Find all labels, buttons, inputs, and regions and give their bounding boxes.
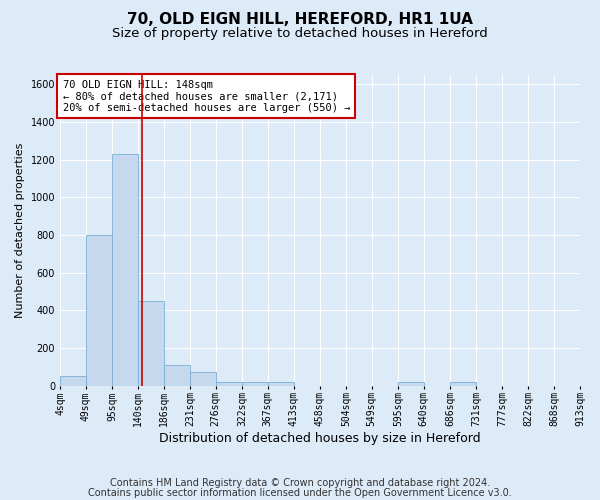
Bar bbox=[242, 382, 268, 386]
Bar bbox=[450, 382, 476, 386]
Bar bbox=[138, 301, 164, 386]
Text: 70, OLD EIGN HILL, HEREFORD, HR1 1UA: 70, OLD EIGN HILL, HEREFORD, HR1 1UA bbox=[127, 12, 473, 28]
Y-axis label: Number of detached properties: Number of detached properties bbox=[15, 142, 25, 318]
Bar bbox=[164, 365, 190, 386]
Bar bbox=[60, 376, 86, 386]
Bar bbox=[398, 382, 424, 386]
X-axis label: Distribution of detached houses by size in Hereford: Distribution of detached houses by size … bbox=[159, 432, 481, 445]
Bar bbox=[268, 382, 294, 386]
Bar bbox=[112, 154, 138, 386]
Bar bbox=[86, 235, 112, 386]
Text: Size of property relative to detached houses in Hereford: Size of property relative to detached ho… bbox=[112, 28, 488, 40]
Text: Contains public sector information licensed under the Open Government Licence v3: Contains public sector information licen… bbox=[88, 488, 512, 498]
Text: 70 OLD EIGN HILL: 148sqm
← 80% of detached houses are smaller (2,171)
20% of sem: 70 OLD EIGN HILL: 148sqm ← 80% of detach… bbox=[62, 80, 350, 113]
Text: Contains HM Land Registry data © Crown copyright and database right 2024.: Contains HM Land Registry data © Crown c… bbox=[110, 478, 490, 488]
Bar bbox=[190, 372, 215, 386]
Bar bbox=[215, 382, 242, 386]
